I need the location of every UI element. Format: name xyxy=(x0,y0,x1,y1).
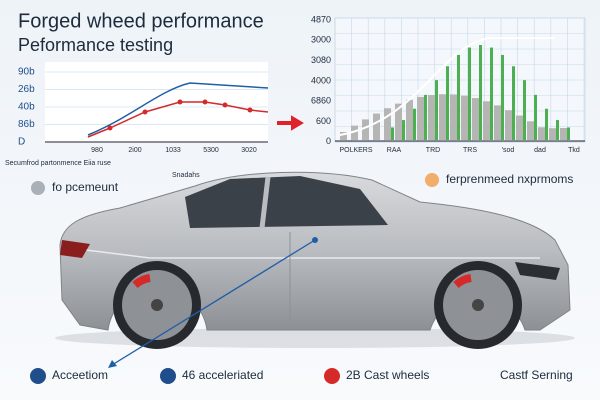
bar xyxy=(351,125,358,140)
rear-wheel xyxy=(113,261,201,349)
bar xyxy=(545,108,548,140)
x-tick-label: TRD xyxy=(426,147,440,154)
pointer-head xyxy=(108,360,117,368)
bar xyxy=(362,119,369,140)
bar xyxy=(549,128,556,140)
y-tick-label: 40b xyxy=(18,102,35,113)
x-tick-label: Tkd xyxy=(568,147,580,154)
x-tick-label: POLKERS xyxy=(339,147,372,154)
x-tick-label: 5300 xyxy=(203,147,219,154)
legend-dot xyxy=(31,181,45,195)
bar xyxy=(494,105,501,140)
x-tick-label: TRS xyxy=(463,147,477,154)
bar xyxy=(439,94,446,140)
bar xyxy=(490,47,493,140)
y-tick-label: 600 xyxy=(316,116,331,126)
legend-label: 2B Cast wheels xyxy=(346,368,429,382)
y-tick-label: D xyxy=(18,137,25,148)
bar xyxy=(505,110,512,140)
bar xyxy=(468,47,471,140)
red-dots xyxy=(107,99,253,131)
legend-dot xyxy=(30,368,46,384)
x-tick-label: 'sod xyxy=(502,147,515,154)
red-curve xyxy=(87,101,269,138)
pointer-dot xyxy=(312,237,318,243)
car xyxy=(55,171,575,349)
bar xyxy=(402,120,405,140)
legend-label: ferprenmeed nxprmoms xyxy=(446,172,573,186)
bar xyxy=(428,95,435,140)
y-tick-label: 90b xyxy=(18,67,35,78)
bar xyxy=(446,66,449,140)
x-tick-label: 980 xyxy=(91,147,103,154)
bar xyxy=(406,99,413,140)
y-tick-label: 4870 xyxy=(311,14,331,24)
bar xyxy=(556,120,559,140)
bar xyxy=(516,115,523,140)
x-tick-label: 3020 xyxy=(241,147,257,154)
bar xyxy=(457,54,460,140)
legend-dot xyxy=(425,173,439,187)
white-curve xyxy=(339,37,555,136)
legend-dot xyxy=(324,368,340,384)
bar xyxy=(391,127,394,140)
y-tick-label: 3000 xyxy=(311,35,331,45)
bar xyxy=(560,128,567,140)
y-tick-label: 4000 xyxy=(311,75,331,85)
bar xyxy=(373,113,380,140)
y-tick-label: 3080 xyxy=(311,55,331,65)
bar xyxy=(512,66,515,140)
plot-area xyxy=(45,62,268,142)
head-light xyxy=(515,262,560,280)
bar xyxy=(483,101,490,140)
x-tick-label: dad xyxy=(534,147,546,154)
y-tick-label: 6860 xyxy=(311,96,331,106)
bar xyxy=(472,98,479,140)
arrow xyxy=(277,115,304,131)
bar xyxy=(479,45,482,140)
x-tick-label: 1033 xyxy=(165,147,181,154)
left-chart xyxy=(45,62,269,143)
legend-dot xyxy=(160,368,176,384)
legend-label: Acceetiom xyxy=(52,368,108,382)
tail-light xyxy=(60,240,90,258)
pointer-line xyxy=(111,239,316,366)
legend-label: Castf Serning xyxy=(500,368,573,382)
bar xyxy=(395,103,402,140)
x-tick-label: 2i00 xyxy=(128,147,141,154)
legend-label: fo pcemeunt xyxy=(52,180,119,194)
bar xyxy=(501,54,504,140)
bar xyxy=(435,80,438,140)
x-tick-label: RAA xyxy=(387,147,402,154)
y-tick-label: 26b xyxy=(18,84,35,95)
body-line xyxy=(69,247,540,259)
bar xyxy=(450,94,457,140)
bar xyxy=(527,121,534,140)
left-caption: Secumfrod partonmence Eiia ruse xyxy=(5,160,111,167)
callout: Snadahs xyxy=(172,172,200,179)
bar xyxy=(340,132,347,140)
legend-label: 46 acceleriated xyxy=(182,368,263,382)
windows xyxy=(185,176,388,228)
title: Forged wheed performance xyxy=(18,10,264,32)
bar xyxy=(384,108,391,140)
right-chart xyxy=(334,17,586,143)
blue-curve xyxy=(87,82,269,136)
bar xyxy=(523,80,526,140)
bar xyxy=(538,127,545,140)
bar xyxy=(534,94,537,140)
bar xyxy=(567,127,570,140)
bar xyxy=(424,94,427,140)
bar xyxy=(461,95,468,140)
bar xyxy=(413,108,416,140)
subtitle: Peformance testing xyxy=(18,35,173,55)
y-tick-label: 86b xyxy=(18,119,35,130)
y-tick-label: 0 xyxy=(326,136,331,146)
front-wheel xyxy=(434,261,522,349)
pillar xyxy=(259,176,271,229)
bar xyxy=(417,96,424,140)
